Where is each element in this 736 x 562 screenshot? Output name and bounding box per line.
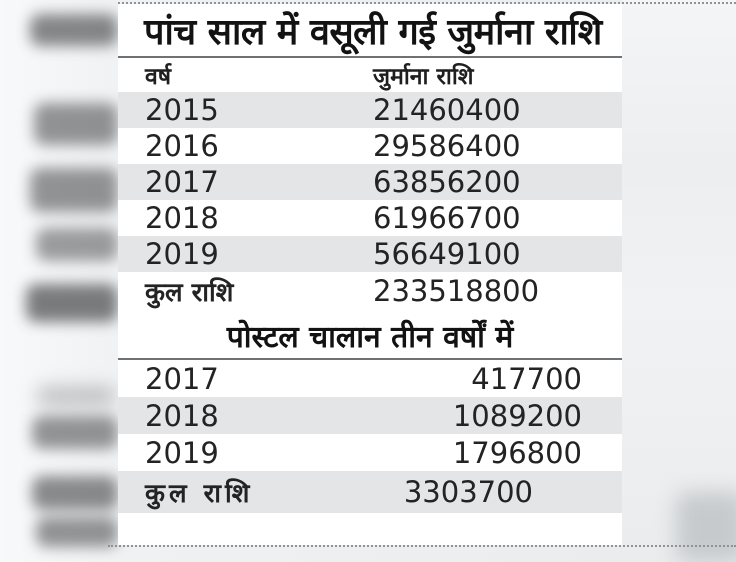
column-header-amount: जुर्माना राशि bbox=[373, 64, 474, 90]
infographic-panel: पांच साल में वसूली गई जुर्माना राशि वर्ष… bbox=[118, 4, 622, 545]
fines-table: वर्ष जुर्माना राशि 2015 21460400 2016 29… bbox=[118, 58, 622, 310]
total-amount-cell: 3303700 bbox=[403, 475, 533, 509]
amount-cell: 29586400 bbox=[373, 129, 521, 163]
year-cell: 2015 bbox=[145, 93, 219, 127]
table-row: 2019 56649100 bbox=[118, 236, 622, 272]
total-label-cell: कुल राशि bbox=[145, 479, 254, 509]
table-row: 2016 29586400 bbox=[118, 128, 622, 164]
amount-cell: 1796800 bbox=[452, 435, 582, 470]
blurred-newsprint-text bbox=[32, 476, 118, 510]
year-cell: 2019 bbox=[145, 237, 219, 271]
blurred-newsprint-right bbox=[622, 0, 736, 553]
column-header-year: वर्ष bbox=[145, 64, 172, 90]
panel-title: पांच साल में वसूली गई जुर्माना राशि bbox=[144, 12, 602, 53]
table-row: 2018 1089200 bbox=[118, 397, 622, 434]
table-row: 2015 21460400 bbox=[118, 92, 622, 128]
year-cell: 2018 bbox=[145, 201, 219, 235]
total-label-cell: कुल राशि bbox=[145, 278, 234, 308]
blurred-newsprint-text bbox=[32, 416, 118, 449]
blurred-newsprint-text bbox=[26, 284, 118, 322]
total-row: कुल राशि 3303700 bbox=[118, 471, 622, 513]
amount-cell: 21460400 bbox=[373, 93, 521, 127]
amount-cell: 417700 bbox=[471, 361, 582, 396]
section-subtitle: पोस्टल चालान तीन वर्षों में bbox=[226, 319, 514, 355]
bottom-dotted-divider bbox=[108, 545, 736, 547]
blurred-newsprint-text bbox=[36, 386, 116, 406]
blurred-newsprint-text bbox=[36, 517, 118, 547]
amount-cell: 1089200 bbox=[452, 398, 582, 433]
year-cell: 2017 bbox=[145, 165, 219, 199]
amount-cell: 56649100 bbox=[373, 237, 521, 271]
amount-cell: 61966700 bbox=[373, 201, 521, 235]
amount-cell: 63856200 bbox=[373, 165, 521, 199]
year-cell: 2016 bbox=[145, 129, 219, 163]
fines-table-header-row: वर्ष जुर्माना राशि bbox=[118, 58, 622, 92]
blurred-newsprint-text bbox=[30, 168, 118, 212]
blurred-newsprint-text bbox=[34, 103, 118, 145]
title-rule bbox=[118, 56, 622, 58]
top-dotted-divider bbox=[118, 2, 736, 4]
postal-table: 2017 417700 2018 1089200 2019 1796800 कु… bbox=[118, 360, 622, 513]
blurred-newsprint-text bbox=[30, 14, 118, 46]
subtitle-rule bbox=[118, 358, 622, 360]
table-row: 2017 417700 bbox=[118, 360, 622, 397]
total-amount-cell: 233518800 bbox=[373, 274, 540, 308]
table-row: 2019 1796800 bbox=[118, 434, 622, 471]
total-row: कुल राशि 233518800 bbox=[118, 272, 622, 310]
table-row: 2018 61966700 bbox=[118, 200, 622, 236]
table-row: 2017 63856200 bbox=[118, 164, 622, 200]
year-cell: 2019 bbox=[145, 435, 219, 470]
blurred-newsprint-text bbox=[36, 228, 118, 261]
blurred-newsprint-blob bbox=[676, 492, 736, 562]
year-cell: 2017 bbox=[145, 361, 219, 396]
year-cell: 2018 bbox=[145, 398, 219, 433]
